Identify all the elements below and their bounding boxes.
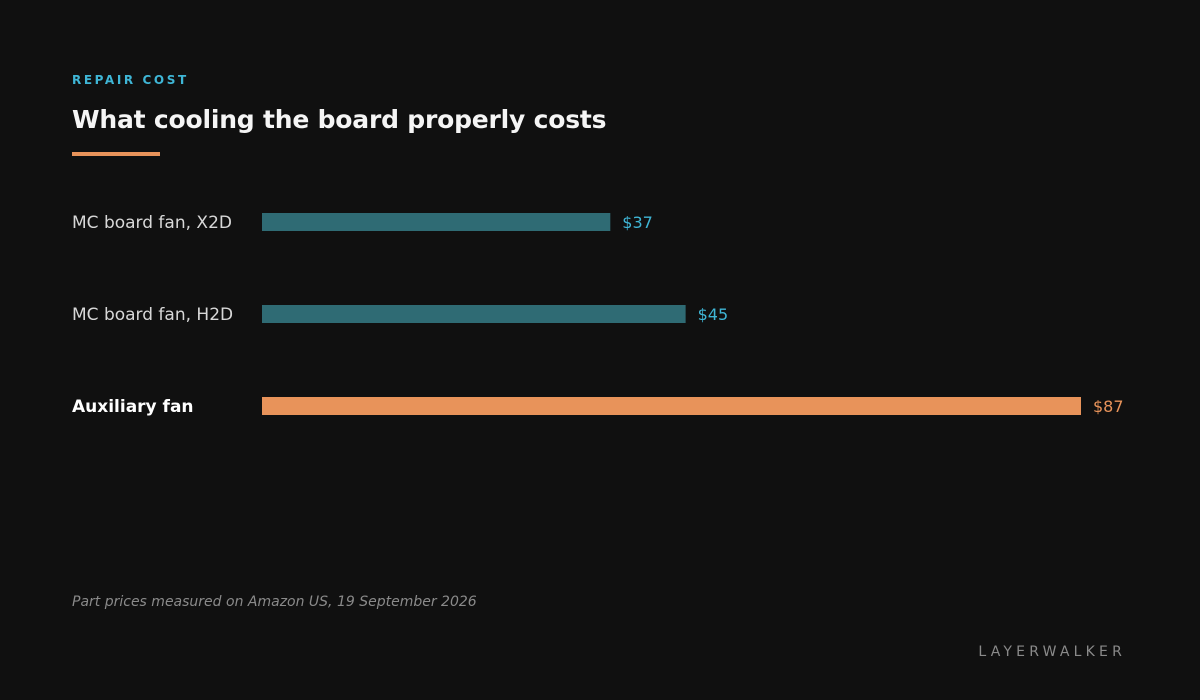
- bar: [262, 305, 686, 323]
- brand-wordmark: LAYERWALKER: [978, 644, 1126, 660]
- chart-eyebrow: REPAIR COST: [72, 73, 189, 87]
- value-label: $37: [622, 213, 653, 232]
- title-accent-rule: [72, 152, 160, 156]
- value-label: $45: [698, 305, 729, 324]
- category-label: MC board fan, X2D: [72, 213, 232, 233]
- value-label: $87: [1093, 397, 1124, 416]
- chart-title: What cooling the board properly costs: [72, 105, 607, 134]
- category-label: Auxiliary fan: [72, 397, 194, 417]
- category-label: MC board fan, H2D: [72, 305, 233, 325]
- bar: [262, 213, 611, 231]
- bar: [262, 397, 1081, 415]
- source-footnote: Part prices measured on Amazon US, 19 Se…: [72, 594, 477, 610]
